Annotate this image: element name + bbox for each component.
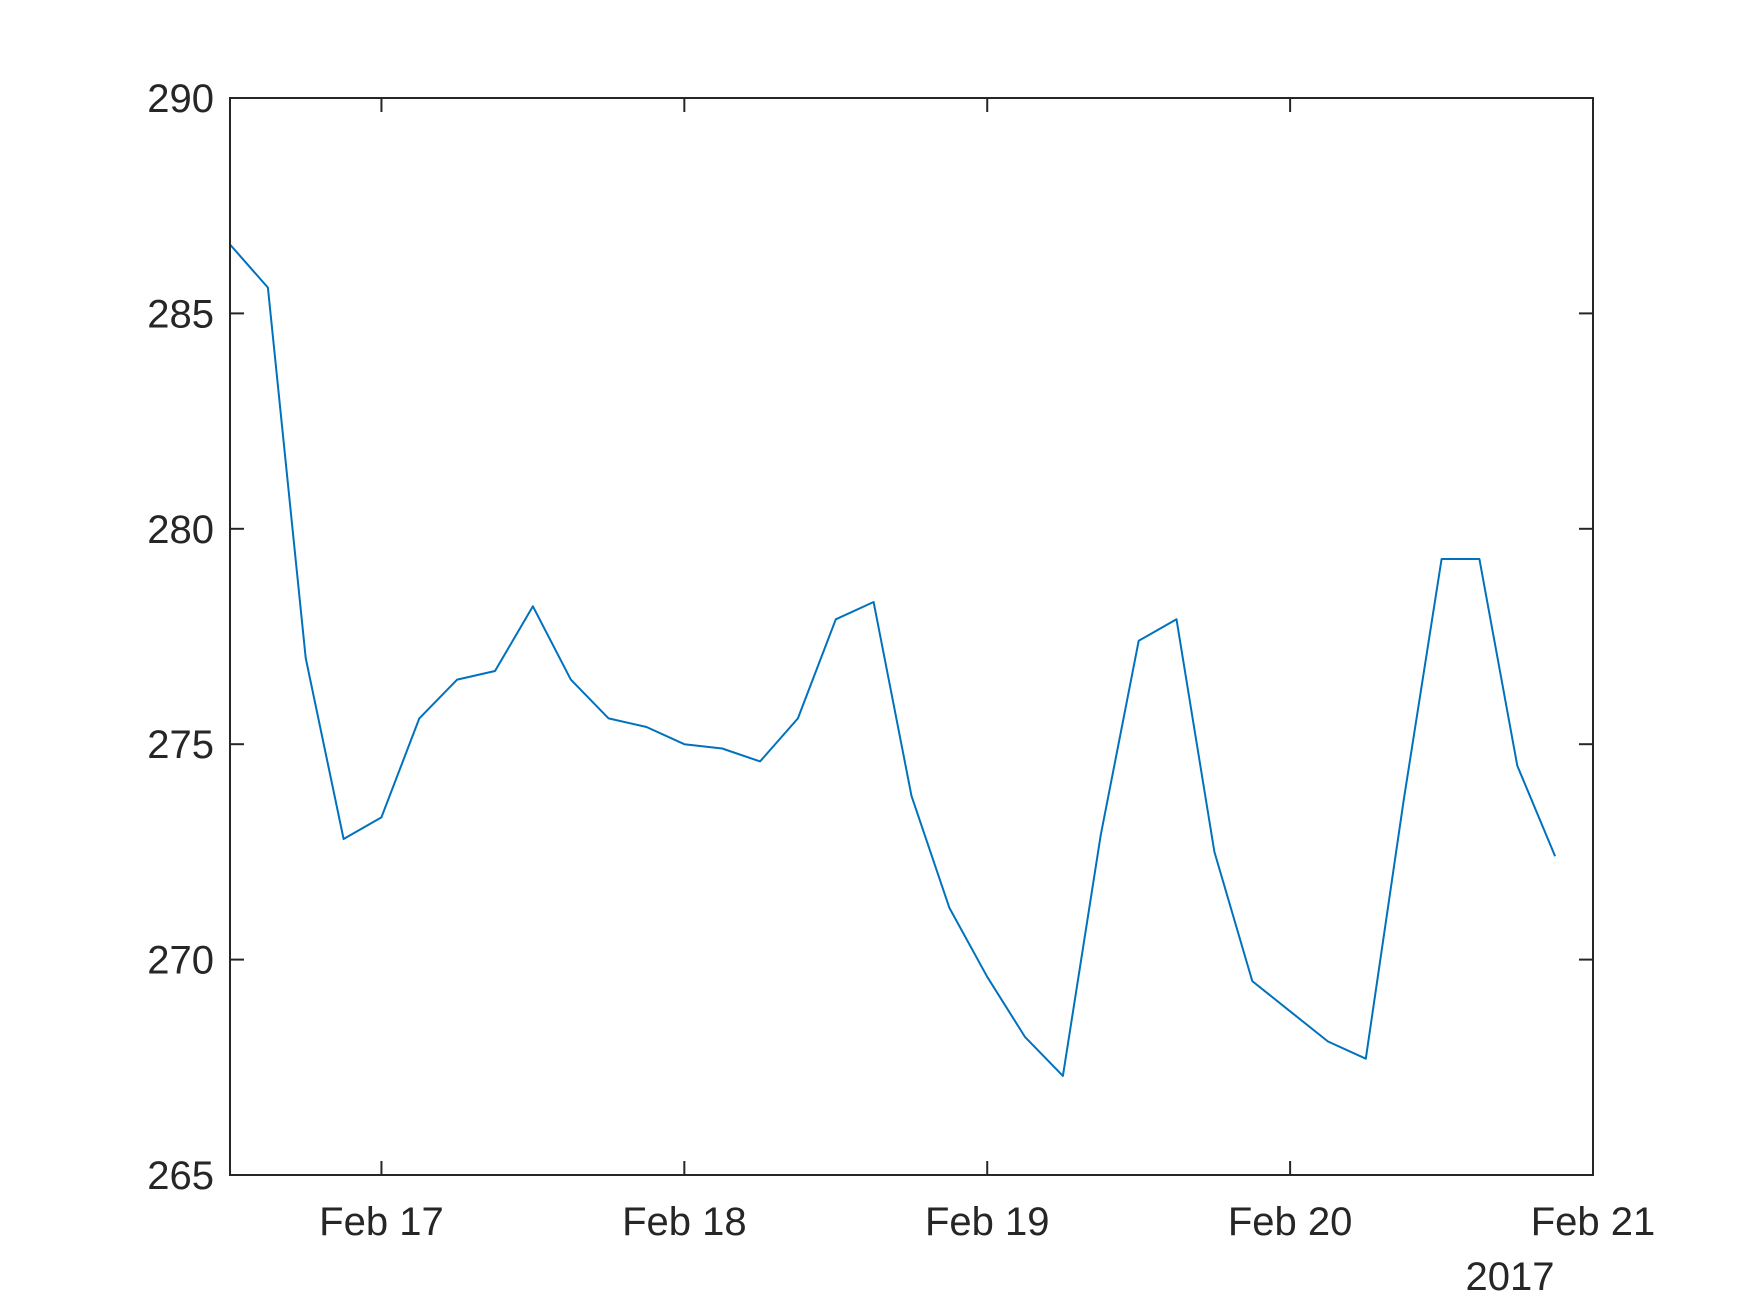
axes-box — [229, 97, 1594, 1176]
y-tick-label: 285 — [147, 292, 214, 336]
x-tick-label: Feb 21 — [1531, 1200, 1656, 1244]
x-tick-label: Feb 18 — [622, 1200, 747, 1244]
series-layer — [229, 243, 1557, 1077]
plot-area — [230, 98, 1593, 1175]
x-axis-year-label: 2017 — [1466, 1255, 1555, 1299]
series-line — [229, 243, 1557, 1077]
y-tick-label: 290 — [147, 77, 214, 121]
x-tick-label: Feb 19 — [925, 1200, 1050, 1244]
y-tick-label: 265 — [147, 1154, 214, 1198]
y-tick-label: 270 — [147, 939, 214, 983]
x-tick-labels: Feb 17 Feb 18 Feb 19 Feb 20 Feb 21 — [319, 1200, 1655, 1244]
x-tick-label: Feb 17 — [319, 1200, 444, 1244]
y-tick-label: 275 — [147, 723, 214, 767]
x-tick-label: Feb 20 — [1228, 1200, 1353, 1244]
y-tick-label: 280 — [147, 508, 214, 552]
y-tick-labels: 265 270 275 280 285 290 — [147, 77, 214, 1198]
